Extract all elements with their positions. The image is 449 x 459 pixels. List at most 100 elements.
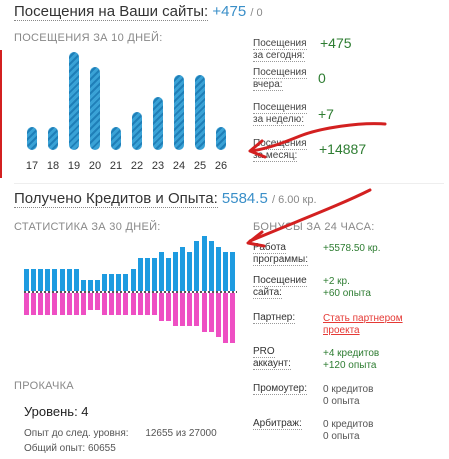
stats-down-bar[interactable] (109, 293, 115, 315)
level-text: Уровень: 4 (24, 404, 89, 419)
stats-down-bar[interactable] (201, 293, 207, 332)
bonus-work-label[interactable]: Работа программы: (253, 242, 309, 266)
stat-today-label[interactable]: Посещения за сегодня: (253, 38, 307, 62)
visits-x-tick-label: 23 (151, 160, 165, 172)
section-divider (14, 183, 444, 184)
stats-up-bar[interactable] (87, 280, 93, 291)
stats-up-bar[interactable] (229, 252, 235, 291)
credits-value: 5584.5 (221, 190, 268, 207)
stats-down-bar[interactable] (73, 293, 79, 315)
visits-value: +475 (212, 3, 247, 20)
stats-down-bar[interactable] (222, 293, 228, 343)
stats-up-bar[interactable] (158, 252, 164, 291)
visits-bar[interactable] (132, 112, 142, 150)
stats-down-bar[interactable] (102, 293, 108, 315)
stats-up-bar[interactable] (144, 258, 150, 291)
stats-up-bar[interactable] (66, 269, 72, 291)
stats-down-bar[interactable] (208, 293, 214, 332)
level-total-label: Общий опыт: (24, 443, 86, 454)
stats-up-bar[interactable] (130, 269, 136, 291)
stats-up-bar[interactable] (222, 252, 228, 291)
stats-down-bar[interactable] (173, 293, 179, 326)
stats-down-bar[interactable] (87, 293, 93, 310)
become-partner-link[interactable]: Стать партнером проекта (323, 313, 403, 336)
stats-up-bar[interactable] (151, 258, 157, 291)
visits-bar[interactable] (174, 75, 184, 150)
visits-bar[interactable] (48, 127, 58, 150)
visits-bar[interactable] (27, 127, 37, 150)
stats-up-bar[interactable] (137, 258, 143, 291)
stats-down-bar[interactable] (187, 293, 193, 326)
stats-down-bar[interactable] (229, 293, 235, 343)
stats-down-bar[interactable] (38, 293, 44, 315)
stats-up-bar[interactable] (123, 274, 129, 291)
stats-down-bar[interactable] (116, 293, 122, 315)
visits-bar[interactable] (90, 67, 100, 150)
bonus-arbitrage-label[interactable]: Арбитраж: (253, 418, 302, 430)
stat-week-label[interactable]: Посещения за неделю: (253, 102, 307, 126)
stats-up-bar[interactable] (215, 247, 221, 291)
stats-up-bar[interactable] (201, 236, 207, 291)
annotation-arrow-1 (250, 122, 387, 153)
stats-down-bar[interactable] (130, 293, 136, 315)
stat-today: Посещения за сегодня: (253, 38, 311, 62)
stats-down-bar[interactable] (24, 293, 29, 315)
visits-bar[interactable] (216, 127, 226, 150)
stats-up-bar[interactable] (194, 241, 200, 291)
stats-up-bar[interactable] (59, 269, 65, 291)
stats-up-bar[interactable] (180, 247, 186, 291)
bonus-partner-label[interactable]: Партнер: (253, 312, 296, 324)
stats-up-bar[interactable] (80, 280, 86, 291)
credits-title[interactable]: Получено Кредитов и Опыта: (14, 190, 218, 208)
stats-down-bar[interactable] (95, 293, 100, 310)
stats-down-bar[interactable] (31, 293, 37, 315)
stats-up-bar[interactable] (24, 269, 29, 291)
visits-bar[interactable] (153, 97, 163, 150)
stats-down-bar[interactable] (45, 293, 51, 315)
level-total: Общий опыт: 60655 (24, 443, 116, 454)
visits-x-tick-label: 17 (25, 160, 39, 172)
stat-yesterday-label[interactable]: Посещения вчера: (253, 67, 307, 91)
stats-down-bar[interactable] (137, 293, 143, 315)
level-next: Опыт до след. уровня: 12655 из 27000 (24, 428, 217, 439)
stats-down-bar[interactable] (194, 293, 200, 326)
bonus-list: Работа программы: +5578.50 кр. Посещение с… (253, 238, 445, 453)
stats-up-bar[interactable] (45, 269, 51, 291)
stats-up-bar[interactable] (52, 269, 58, 291)
stats-up-bar[interactable] (116, 274, 122, 291)
stats-down-bar[interactable] (80, 293, 86, 315)
visits-bar[interactable] (195, 75, 205, 150)
visits-bar[interactable] (69, 52, 79, 150)
stats-up-bar[interactable] (187, 252, 193, 291)
stats-down-bar[interactable] (123, 293, 129, 315)
stats-up-bar[interactable] (208, 241, 214, 291)
stats-up-bar[interactable] (31, 269, 37, 291)
bonus-pro-label[interactable]: PRO аккаунт: (253, 346, 291, 370)
visits-bar[interactable] (111, 127, 121, 150)
stats-down-bar[interactable] (180, 293, 186, 326)
visits-x-tick-label: 22 (130, 160, 144, 172)
visits-title[interactable]: Посещения на Ваши сайты: (14, 3, 209, 21)
stats-down-bar[interactable] (59, 293, 65, 315)
bonus-visit-label[interactable]: Посещение сайта: (253, 275, 307, 299)
stats-up-bar[interactable] (73, 269, 79, 291)
stats-up-bar[interactable] (95, 280, 100, 291)
stats-up-bar[interactable] (173, 252, 179, 291)
stats-down-bar[interactable] (151, 293, 157, 315)
stats-down-bar[interactable] (215, 293, 221, 337)
stats-up-bar[interactable] (109, 274, 115, 291)
stats-up-bar[interactable] (102, 274, 108, 291)
annotation-arrowhead-1 (248, 139, 267, 159)
stats-down-bar[interactable] (158, 293, 164, 321)
stats-30-days-chart (24, 236, 240, 346)
stats-up-bar[interactable] (166, 258, 171, 291)
visits-10-days-chart: 17 18 19 20 21 22 23 24 25 26 (14, 48, 234, 178)
bonus-promoter-label[interactable]: Промоутер: (253, 383, 308, 395)
stats-down-bar[interactable] (144, 293, 150, 315)
stats-up-bar[interactable] (38, 269, 44, 291)
stats-down-bar[interactable] (166, 293, 171, 321)
stats-zero-axis (24, 291, 237, 293)
stats-down-bar[interactable] (66, 293, 72, 315)
stats-down-bar[interactable] (52, 293, 58, 315)
